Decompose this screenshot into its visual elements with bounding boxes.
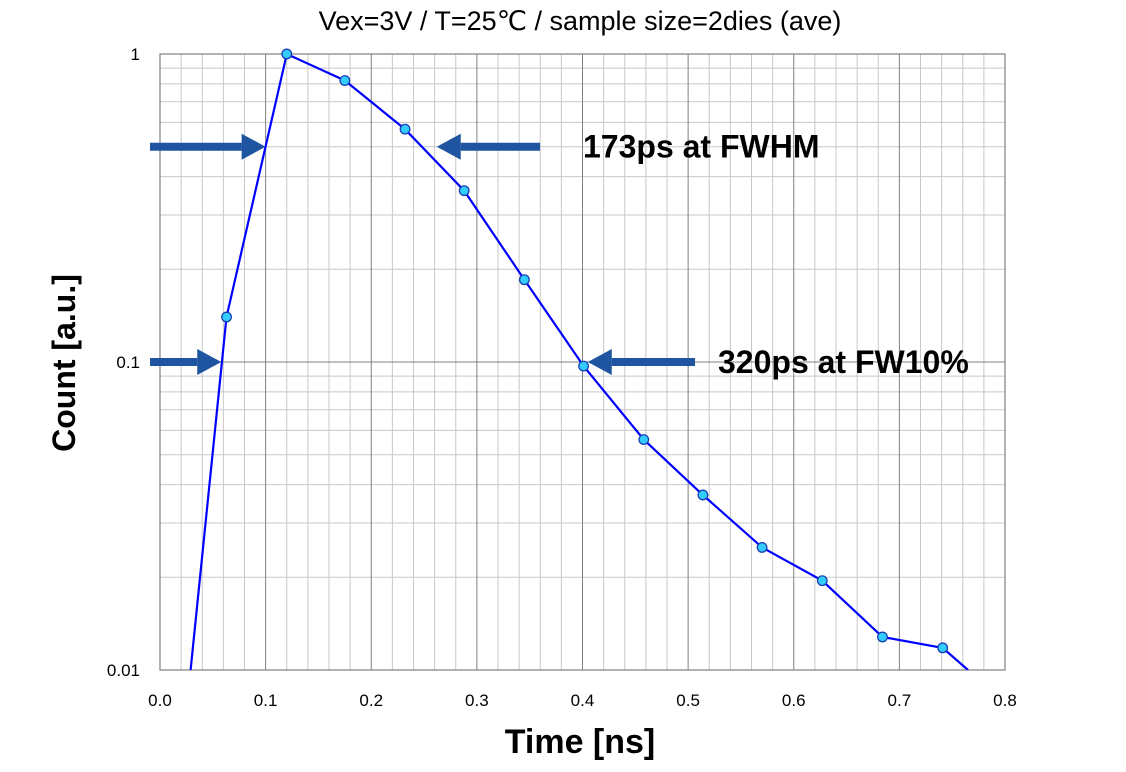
x-tick-label: 0.1 xyxy=(254,691,278,710)
x-tick-label: 0.3 xyxy=(465,691,489,710)
y-tick-label: 1 xyxy=(131,45,140,64)
x-tick-label: 0.0 xyxy=(148,691,172,710)
annotation-fw10: 320ps at FW10% xyxy=(718,344,969,380)
data-point xyxy=(399,123,411,135)
x-tick-label: 0.2 xyxy=(359,691,383,710)
data-point xyxy=(518,274,530,286)
y-axis-label: Count [a.u.] xyxy=(46,274,82,452)
x-tick-label: 0.8 xyxy=(993,691,1017,710)
x-tick-label: 0.6 xyxy=(782,691,806,710)
x-axis-label: Time [ns] xyxy=(505,723,656,761)
data-point xyxy=(339,75,351,86)
x-tick-label: 0.5 xyxy=(676,691,700,710)
data-point xyxy=(221,311,232,323)
annotation-fwhm: 173ps at FWHM xyxy=(583,129,819,165)
data-point xyxy=(937,642,949,654)
data-point xyxy=(697,489,709,501)
arrow-fwhm-right-head xyxy=(436,133,461,160)
x-tick-label: 0.4 xyxy=(571,691,595,710)
data-point xyxy=(877,631,888,643)
data-point xyxy=(638,434,650,446)
arrow-fw10-right-head xyxy=(587,349,612,375)
arrow-fw10-left-head xyxy=(197,349,222,375)
data-point xyxy=(281,48,293,60)
data-point xyxy=(756,541,768,553)
arrow-fwhm-left-head xyxy=(241,133,266,160)
x-tick-label: 0.7 xyxy=(888,691,912,710)
data-point xyxy=(458,185,470,197)
y-tick-label: 0.1 xyxy=(116,353,140,372)
y-tick-label: 0.01 xyxy=(107,661,140,680)
data-point xyxy=(816,575,828,587)
chart-title: Vex=3V / T=25℃ / sample size=2dies (ave) xyxy=(319,6,842,36)
data-point xyxy=(578,360,590,372)
